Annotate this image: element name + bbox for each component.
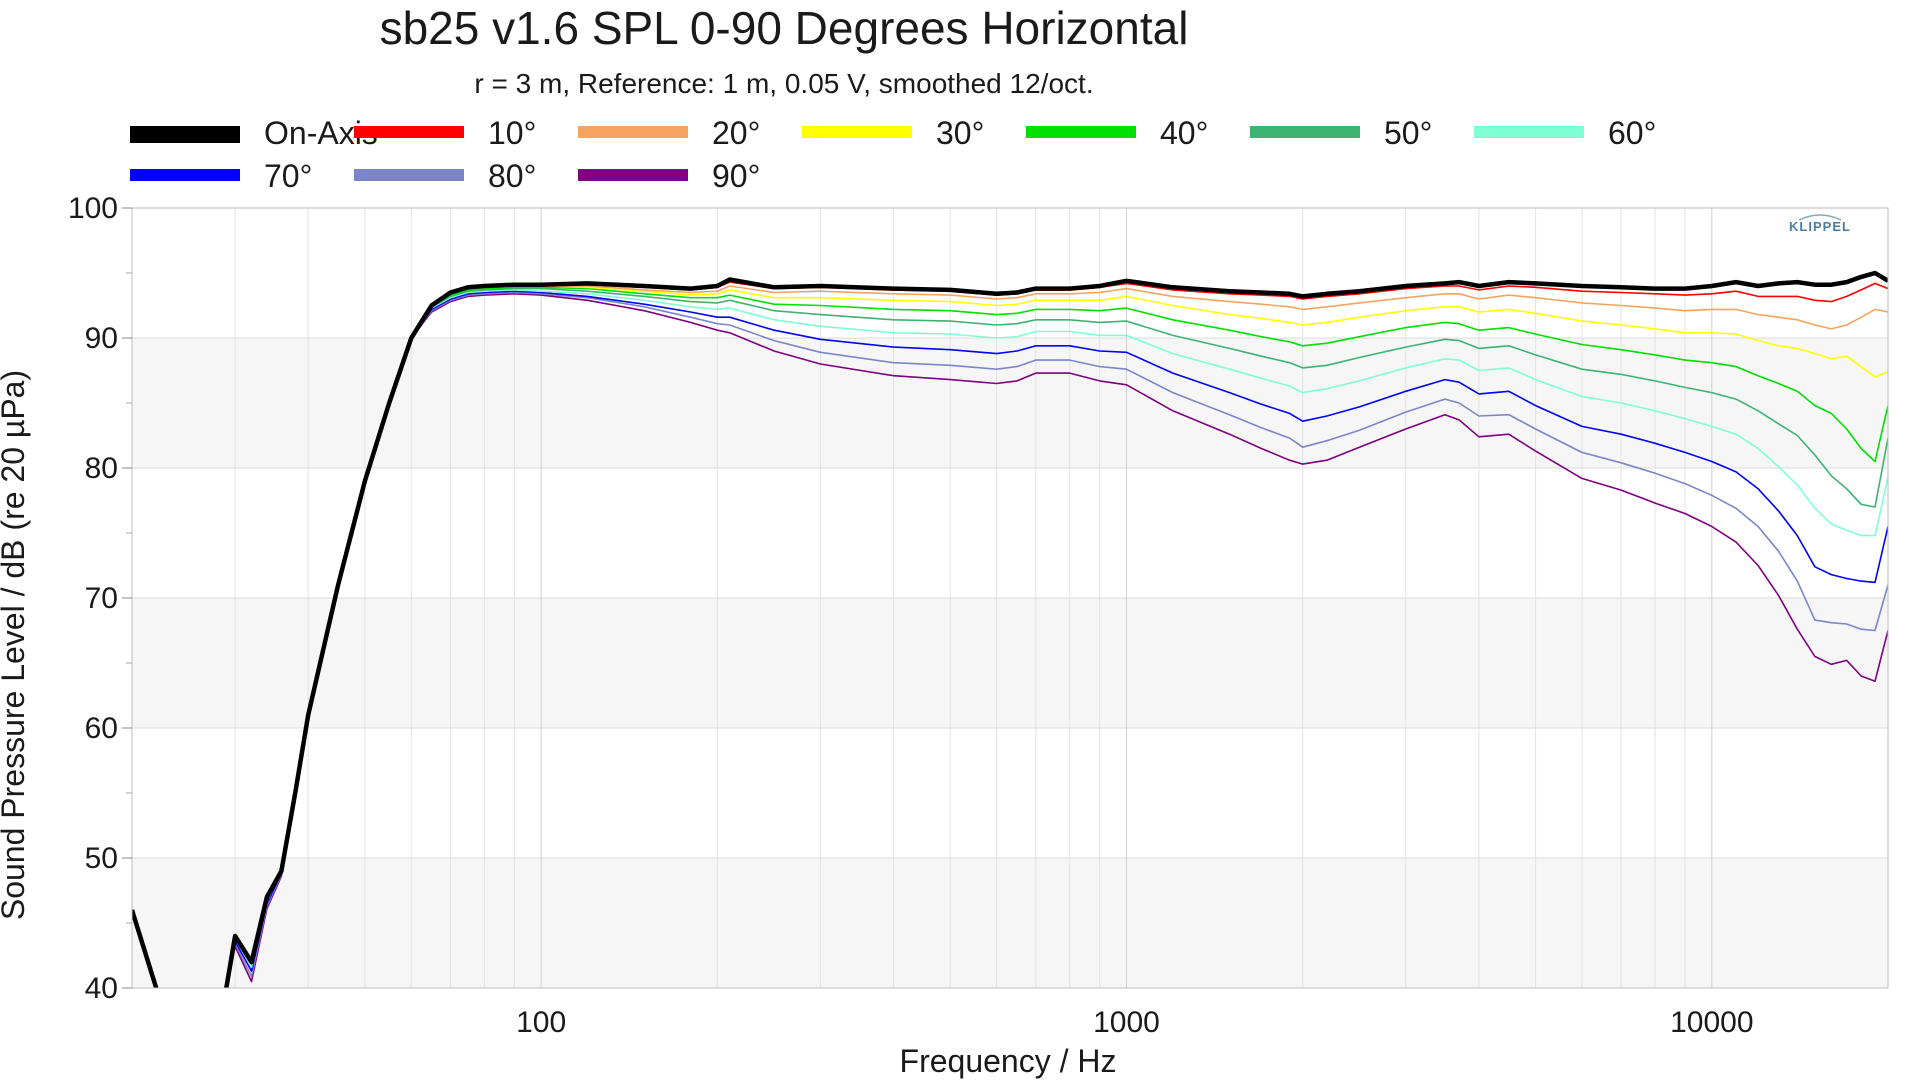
y-tick-label: 70 — [85, 582, 118, 615]
legend-label: 60° — [1608, 115, 1656, 151]
series-line — [132, 270, 1888, 988]
legend-label: 20° — [712, 115, 760, 151]
y-tick-label: 40 — [85, 972, 118, 1005]
x-tick-label: 100 — [516, 1006, 566, 1039]
chart-subtitle: r = 3 m, Reference: 1 m, 0.05 V, smoothe… — [474, 68, 1093, 99]
legend-label: 30° — [936, 115, 984, 151]
plot-band — [132, 338, 1888, 468]
legend-swatch — [1250, 126, 1360, 138]
klippel-logo: KLIPPEL — [1789, 214, 1851, 234]
x-tick-label: 1000 — [1093, 1006, 1160, 1039]
chart-legend: On-Axis 10° 20° 30° 40° 50° 60°70° 80° 90° — [130, 115, 1656, 194]
legend-swatch — [354, 169, 464, 181]
y-tick-label: 50 — [85, 842, 118, 875]
y-tick-label: 80 — [85, 452, 118, 485]
logo-text: KLIPPEL — [1789, 219, 1851, 234]
legend-swatch — [1026, 126, 1136, 138]
plot-band — [132, 208, 1888, 338]
legend-swatch — [130, 169, 240, 181]
x-axis-label: Frequency / Hz — [900, 1043, 1117, 1079]
legend-swatch — [354, 126, 464, 138]
plot-band — [132, 858, 1888, 988]
y-tick-label: 60 — [85, 712, 118, 745]
legend-label: 50° — [1384, 115, 1432, 151]
legend-label: 90° — [712, 158, 760, 194]
legend-label: 80° — [488, 158, 536, 194]
legend-label: 40° — [1160, 115, 1208, 151]
legend-swatch — [130, 126, 240, 143]
legend-label: 10° — [488, 115, 536, 151]
legend-swatch — [578, 126, 688, 138]
series-layer — [132, 270, 1888, 988]
logo-arc — [1798, 214, 1842, 221]
plot-band — [132, 728, 1888, 858]
plot-band — [132, 598, 1888, 728]
plot-band — [132, 468, 1888, 598]
legend-swatch — [802, 126, 912, 138]
legend-label: 70° — [264, 158, 312, 194]
x-tick-label: 10000 — [1670, 1006, 1753, 1039]
legend-swatch — [1474, 126, 1584, 138]
y-axis-label: Sound Pressure Level / dB (re 20 µPa) — [0, 370, 31, 920]
chart-title: sb25 v1.6 SPL 0-90 Degrees Horizontal — [380, 2, 1189, 54]
y-tick-label: 90 — [85, 322, 118, 355]
y-tick-label: 100 — [68, 192, 118, 225]
plot-background — [132, 208, 1888, 988]
axis-ticks: 40 50 60 70 80 90 100 100 1000 10000 — [68, 192, 1754, 1039]
legend-swatch — [578, 169, 688, 181]
